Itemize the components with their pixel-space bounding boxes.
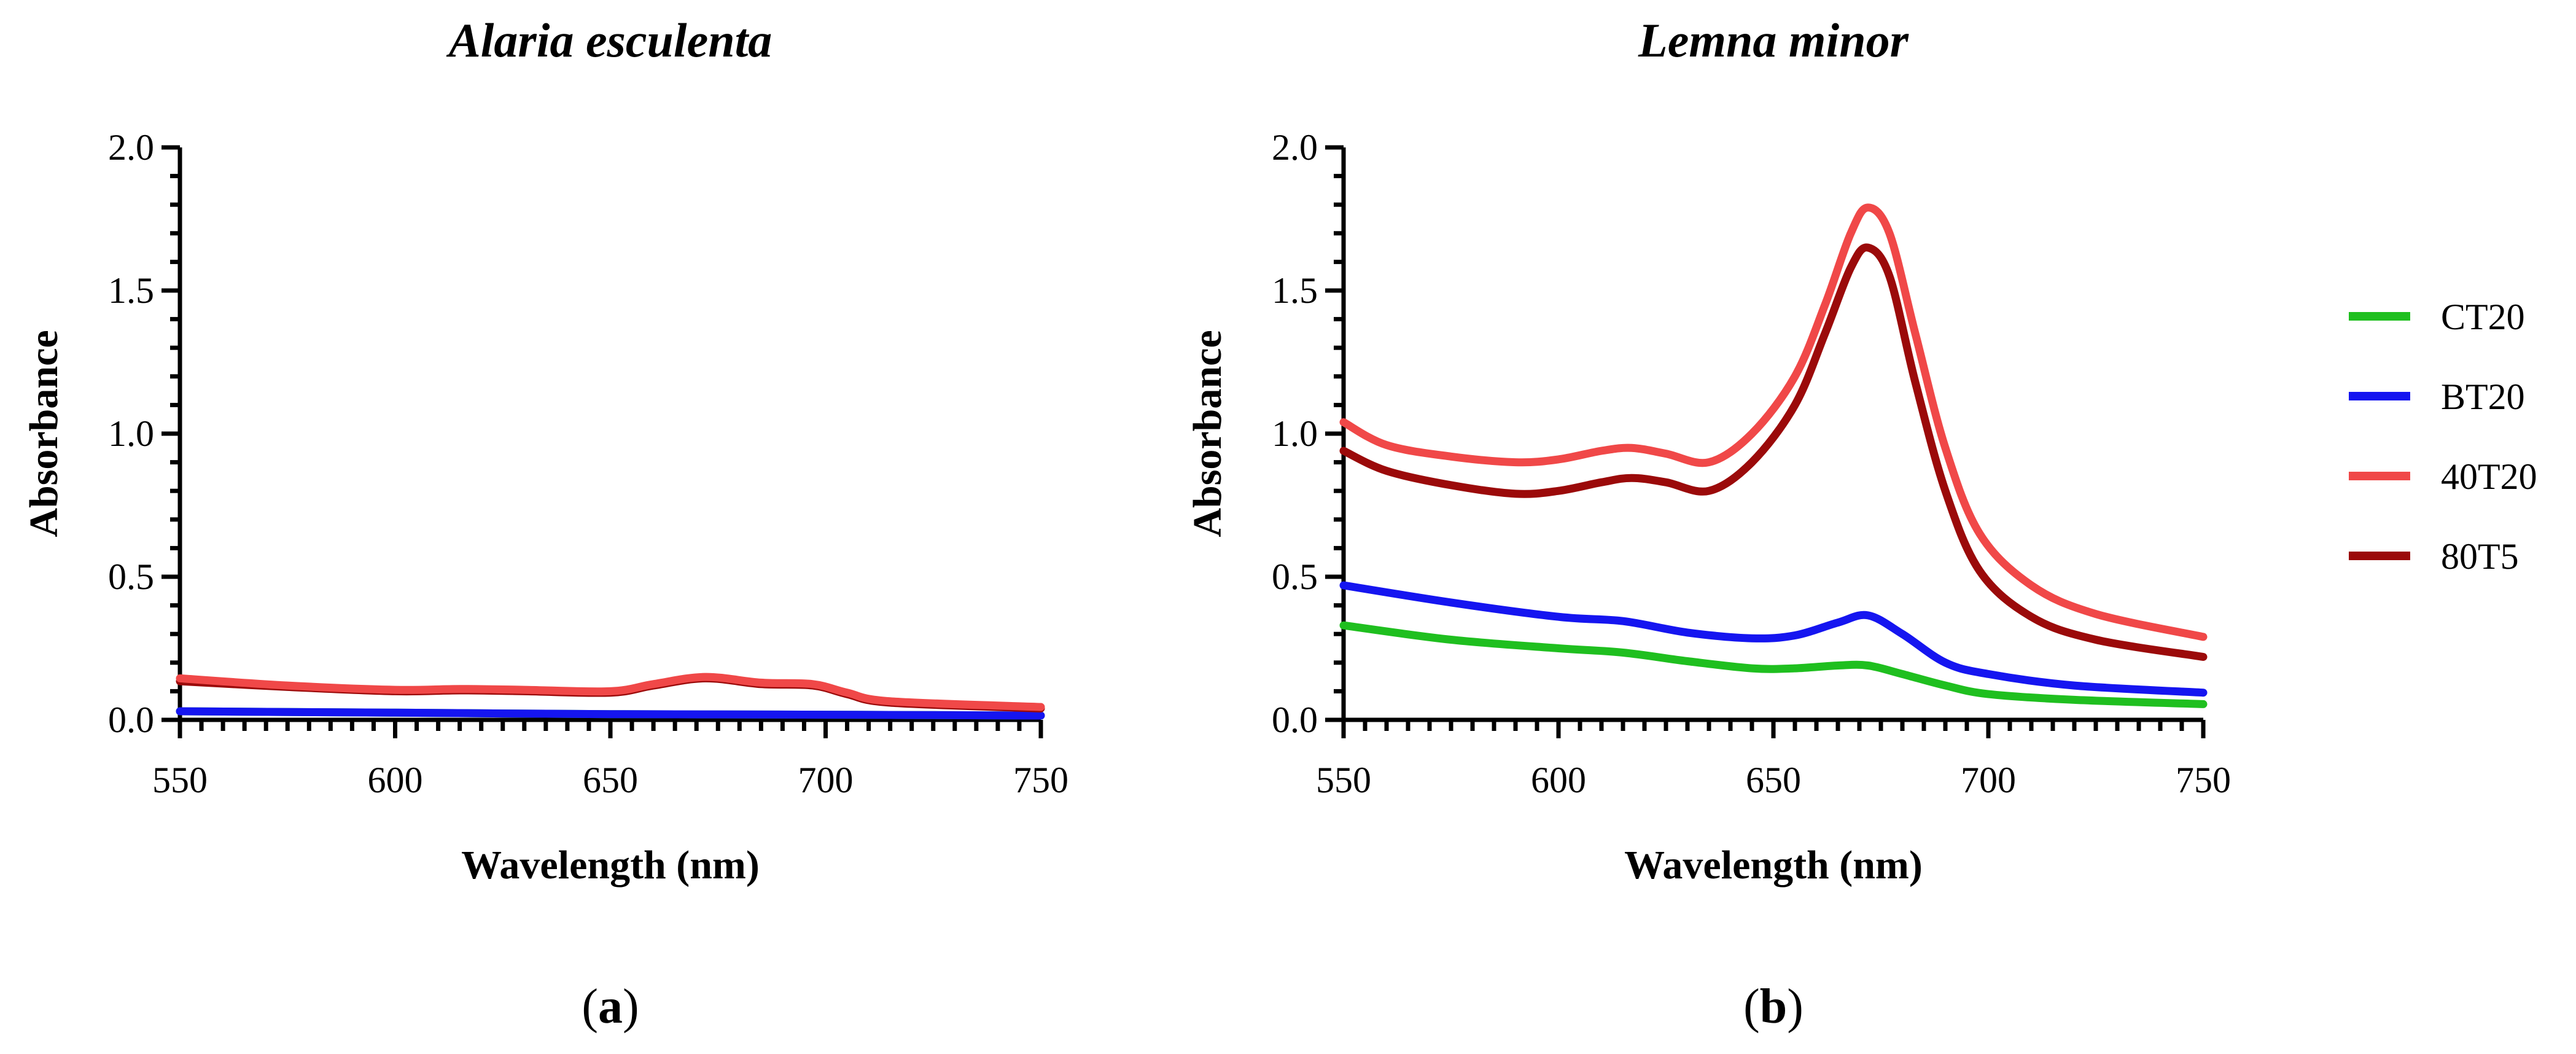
chart-panel-a: Alaria esculenta 0.0 0.5 1.0 1.5 2.0 550 600 650… (21, 14, 1068, 888)
x-tick-label: 600 (1531, 760, 1586, 800)
y-tick-label: 2.0 (108, 127, 154, 168)
x-tick-label: 550 (152, 760, 208, 800)
y-tick-label: 0.5 (108, 556, 154, 597)
x-axis-label: Wavelength (nm) (461, 843, 760, 888)
y-axis-label: Absorbance (1185, 330, 1230, 537)
series-group (1339, 203, 2208, 708)
x-tick-label: 750 (2176, 760, 2231, 800)
chart-panel-b: Lemna minor 0.0 0.5 1.0 1.5 2.0 550 600 650 700 75… (1185, 14, 2231, 888)
series-line-40t20 (1339, 203, 2208, 641)
x-tick-label: 550 (1316, 760, 1371, 800)
series-line-bt20 (176, 707, 1045, 720)
x-tick-label: 700 (798, 760, 854, 800)
panel-label-paren-open: ( (1743, 980, 1760, 1034)
y-tick-label: 1.5 (108, 270, 154, 311)
y-tick-label: 1.0 (108, 413, 154, 454)
x-axis-label: Wavelength (nm) (1624, 843, 1923, 888)
legend: CT20 BT20 40T20 80T5 (2349, 297, 2537, 577)
chart-title: Lemna minor (1638, 14, 1909, 67)
y-axis-label: Absorbance (21, 330, 66, 537)
series-line-bt20 (1339, 581, 2208, 697)
legend-label-bt20: BT20 (2441, 377, 2525, 417)
panel-label-letter: a (598, 980, 623, 1034)
legend-label-40t20: 40T20 (2441, 456, 2537, 497)
panel-label-letter: b (1760, 980, 1788, 1034)
x-tick-label: 700 (1961, 760, 2016, 800)
series-line-40t20 (176, 673, 1045, 711)
panel-label-b: (b) (1743, 980, 1804, 1034)
panel-label-a: (a) (582, 980, 639, 1034)
y-tick-label: 1.0 (1272, 413, 1318, 454)
y-tick-label: 2.0 (1272, 127, 1318, 168)
legend-label-80t5: 80T5 (2441, 536, 2519, 577)
series-line-ct20 (1339, 621, 2208, 708)
legend-label-ct20: CT20 (2441, 297, 2525, 337)
y-tick-label: 0.5 (1272, 556, 1318, 597)
x-tick-label: 600 (368, 760, 423, 800)
y-tick-label: 0.0 (1272, 700, 1318, 740)
y-tick-label: 1.5 (1272, 270, 1318, 311)
series-group (176, 673, 1045, 720)
panel-label-paren-close: ) (1787, 980, 1804, 1034)
x-tick-label: 750 (1013, 760, 1068, 800)
x-tick-label: 650 (583, 760, 638, 800)
y-tick-label: 0.0 (108, 700, 154, 740)
x-tick-label: 650 (1746, 760, 1801, 800)
series-line-80t5 (1339, 243, 2208, 661)
panel-label-paren-close: ) (623, 980, 639, 1034)
chart-title: Alaria esculenta (446, 14, 772, 67)
panel-label-paren-open: ( (582, 980, 598, 1034)
